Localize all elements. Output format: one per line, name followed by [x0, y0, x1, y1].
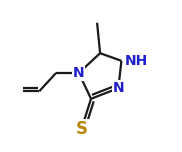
Text: N: N: [73, 66, 85, 80]
Text: NH: NH: [124, 54, 148, 68]
Text: N: N: [112, 81, 124, 95]
Text: S: S: [76, 120, 88, 138]
